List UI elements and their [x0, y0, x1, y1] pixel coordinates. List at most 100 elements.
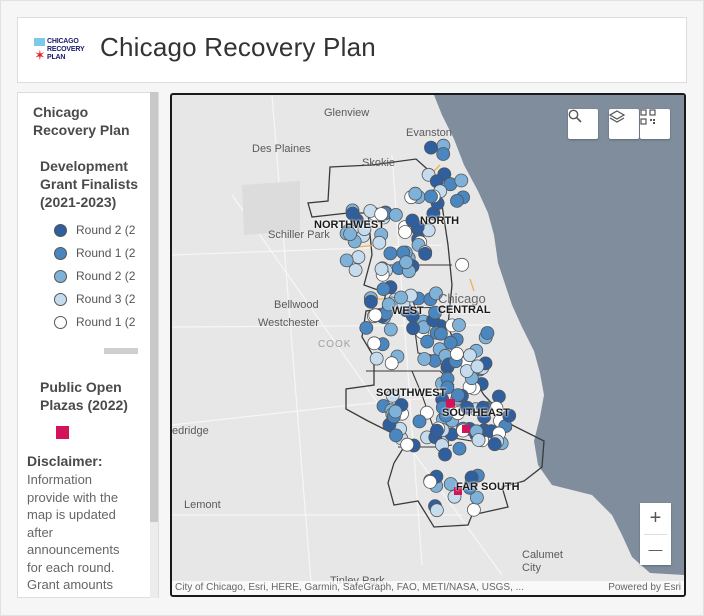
grant-finalist-marker[interactable] — [418, 246, 433, 261]
grant-finalist-marker[interactable] — [480, 326, 495, 340]
grant-finalist-marker[interactable] — [417, 352, 432, 366]
page-title: Chicago Recovery Plan — [100, 32, 376, 62]
grant-finalist-marker[interactable] — [428, 305, 443, 320]
legend-vertical-scrollbar-thumb[interactable] — [150, 92, 158, 522]
grant-finalist-marker[interactable] — [369, 351, 384, 366]
grant-finalist-marker[interactable] — [438, 447, 452, 462]
legend-item-label: Round 1 (2 — [76, 246, 136, 260]
grant-finalist-marker[interactable] — [398, 225, 413, 239]
region-label: NORTH — [420, 215, 460, 227]
grant-finalist-marker[interactable] — [368, 308, 383, 323]
powered-by-esri[interactable]: Powered by Esri — [608, 582, 681, 593]
grant-finalist-marker[interactable] — [400, 437, 415, 452]
grant-finalist-marker[interactable] — [462, 480, 477, 495]
grant-finalist-marker[interactable] — [420, 334, 435, 349]
grant-finalist-marker[interactable] — [460, 400, 475, 415]
grant-finalist-marker[interactable] — [399, 255, 414, 270]
grant-finalist-marker[interactable] — [502, 408, 517, 423]
legend-item-label: Round 1 (2 — [76, 315, 136, 329]
grant-finalist-marker[interactable] — [357, 222, 372, 237]
grant-finalist-marker[interactable] — [394, 290, 408, 305]
grant-finalist-marker[interactable] — [345, 206, 360, 221]
grant-finalist-marker[interactable] — [376, 282, 391, 297]
grant-finalist-marker[interactable] — [351, 250, 366, 265]
grant-finalist-marker[interactable] — [452, 318, 466, 332]
grant-finalist-marker[interactable] — [348, 263, 363, 278]
grant-finalist-marker[interactable] — [466, 502, 481, 517]
plaza-marker[interactable] — [462, 425, 470, 433]
grant-finalist-marker[interactable] — [452, 441, 467, 456]
grant-finalist-marker[interactable] — [359, 320, 374, 335]
grant-finalist-marker[interactable] — [449, 346, 464, 361]
plaza-marker[interactable] — [454, 487, 462, 495]
legend-panel[interactable]: Chicago Recovery Plan Development Grant … — [17, 92, 159, 598]
qr-code-button[interactable] — [640, 109, 670, 139]
zoom-out-button[interactable]: — — [648, 541, 663, 557]
grant-finalist-marker[interactable] — [412, 414, 427, 429]
grant-finalist-marker[interactable] — [470, 359, 485, 374]
grant-finalist-marker[interactable] — [383, 322, 398, 337]
grant-finalist-marker[interactable] — [343, 227, 358, 242]
disclaimer-text: Information provide with the map is upda… — [27, 472, 120, 592]
grant-finalist-marker[interactable] — [429, 503, 444, 518]
grant-finalist-marker[interactable] — [367, 336, 382, 351]
grant-finalist-marker[interactable] — [487, 437, 502, 452]
grant-finalist-marker[interactable] — [424, 140, 438, 155]
grant-finalist-marker[interactable] — [440, 380, 455, 395]
grant-finalist-marker[interactable] — [462, 348, 477, 363]
grant-finalist-marker[interactable] — [429, 423, 444, 438]
grant-finalist-marker[interactable] — [372, 235, 387, 250]
search-button[interactable] — [568, 109, 598, 139]
grant-finalist-marker[interactable] — [388, 208, 403, 222]
grant-finalist-marker[interactable] — [455, 257, 470, 272]
grant-finalist-marker[interactable] — [424, 189, 438, 204]
layers-icon — [609, 110, 625, 123]
grant-finalist-marker[interactable] — [451, 388, 465, 403]
grant-finalist-marker[interactable] — [469, 490, 484, 505]
search-icon — [568, 109, 582, 123]
region-label: CENTRAL — [438, 304, 491, 316]
grant-finalist-marker[interactable] — [389, 428, 403, 443]
grant-finalist-marker[interactable] — [363, 294, 378, 309]
grant-finalist-marker[interactable] — [429, 286, 443, 301]
grant-finalist-marker[interactable] — [443, 477, 458, 491]
grant-finalist-marker[interactable] — [471, 433, 486, 447]
grant-finalist-marker[interactable] — [381, 297, 396, 312]
legend-symbol — [54, 316, 67, 329]
grant-finalist-marker[interactable] — [423, 474, 438, 489]
region-label: WEST — [392, 305, 424, 317]
legend-title: Chicago Recovery Plan — [33, 104, 130, 138]
grant-finalist-marker[interactable] — [408, 186, 423, 201]
grant-finalist-marker[interactable] — [433, 326, 448, 341]
grant-finalist-marker[interactable] — [388, 404, 403, 419]
plaza-marker[interactable] — [446, 399, 455, 408]
grant-finalist-points[interactable] — [339, 138, 517, 518]
disclaimer-title: Disclaimer: — [27, 453, 103, 469]
legend-item-label: Round 3 (2 — [76, 292, 136, 306]
layer-list-button[interactable] — [609, 109, 639, 139]
zoom-in-button[interactable]: + — [649, 507, 662, 529]
legend-horizontal-scrollbar-thumb[interactable] — [104, 348, 138, 354]
city-boundary — [307, 158, 545, 528]
attribution-text[interactable]: City of Chicago, Esri, HERE, Garmin, Saf… — [175, 582, 524, 593]
zoom-control: + — — [640, 503, 671, 565]
grant-finalist-marker[interactable] — [385, 388, 400, 403]
legend-symbol — [54, 293, 67, 306]
grant-finalist-marker[interactable] — [374, 262, 389, 276]
grant-finalist-marker[interactable] — [450, 194, 464, 208]
legend-symbol — [54, 247, 67, 260]
grant-finalist-marker[interactable] — [491, 389, 506, 404]
grant-finalist-marker[interactable] — [384, 356, 399, 371]
grant-finalist-marker[interactable] — [406, 321, 421, 336]
map-view[interactable]: Glenview Evanston Des Plaines Skokie Sch… — [170, 93, 686, 597]
grant-finalist-marker[interactable] — [476, 400, 491, 415]
grant-finalist-marker[interactable] — [374, 207, 389, 221]
place-label: Glenview — [324, 107, 370, 119]
grant-finalist-marker[interactable] — [443, 335, 458, 350]
grant-finalist-marker[interactable] — [339, 253, 354, 268]
legend-item: Round 2 (2 — [54, 268, 154, 286]
grant-finalist-marker[interactable] — [454, 173, 469, 188]
grant-finalist-marker[interactable] — [405, 213, 420, 228]
grant-finalist-marker[interactable] — [383, 246, 398, 261]
grant-finalist-marker[interactable] — [436, 147, 451, 161]
